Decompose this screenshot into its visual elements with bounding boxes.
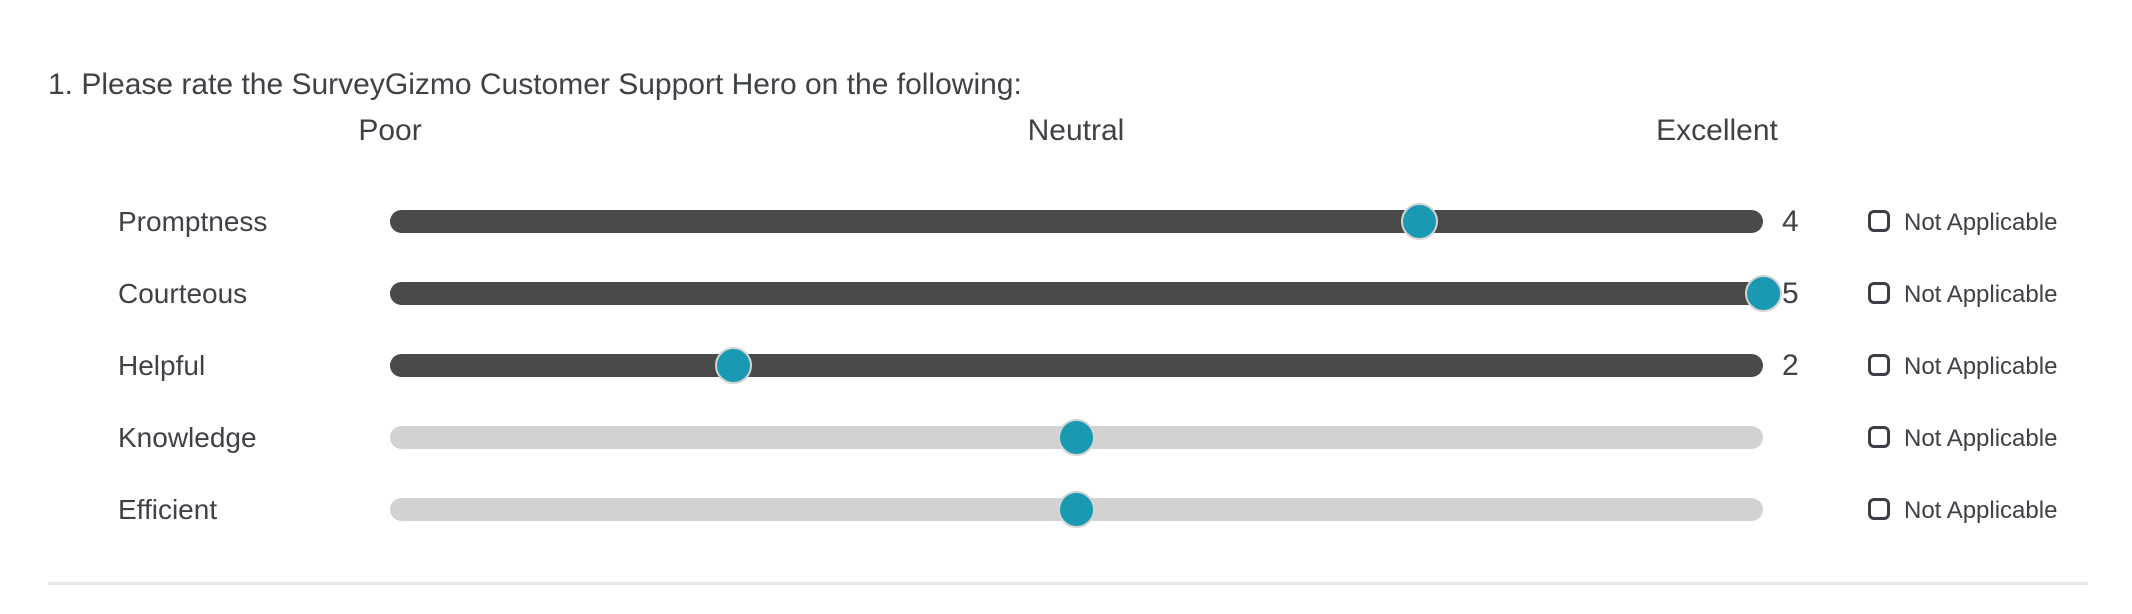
not-applicable-checkbox[interactable] [1868,426,1890,448]
row-label: Courteous [118,278,248,309]
slider-handle[interactable] [1058,491,1095,528]
slider-track[interactable] [390,347,1763,384]
not-applicable-label: Not Applicable [1904,281,2058,308]
not-applicable-label: Not Applicable [1904,425,2058,452]
row-label: Promptness [118,206,268,237]
slider-handle[interactable] [714,347,752,384]
not-applicable-label: Not Applicable [1904,209,2058,236]
slider-value: 4 [1782,205,1799,238]
slider-handle[interactable] [1401,203,1439,240]
rating-row: Efficient Not Applicable [0,474,2132,546]
not-applicable-checkbox[interactable] [1868,210,1890,232]
slider-value: 2 [1782,349,1799,382]
rating-row: Courteous 5 Not Applicable [0,258,2132,330]
not-applicable-checkbox[interactable] [1868,354,1890,376]
slider-handle[interactable] [1058,419,1095,456]
scale-header-excellent: Excellent [1656,114,1778,147]
rating-row: Helpful 2 Not Applicable [0,330,2132,402]
section-divider [48,582,2088,585]
question-title: 1. Please rate the SurveyGizmo Customer … [48,68,1022,101]
rating-row: Knowledge Not Applicable [0,402,2132,474]
row-label: Efficient [118,494,218,525]
row-label: Knowledge [118,422,257,453]
slider-track[interactable] [390,491,1763,528]
scale-header-neutral: Neutral [1027,114,1125,147]
not-applicable-checkbox[interactable] [1868,498,1890,520]
not-applicable-label: Not Applicable [1904,353,2058,380]
not-applicable-checkbox[interactable] [1868,282,1890,304]
slider-value: 5 [1782,277,1799,310]
scale-header-poor: Poor [358,114,422,147]
slider-handle[interactable] [1744,275,1782,312]
rating-row: Promptness 4 Not Applicable [0,186,2132,258]
row-label: Helpful [118,350,206,381]
slider-track[interactable] [390,275,1782,312]
slider-track[interactable] [390,419,1763,456]
slider-track[interactable] [390,203,1763,240]
not-applicable-label: Not Applicable [1904,497,2058,524]
